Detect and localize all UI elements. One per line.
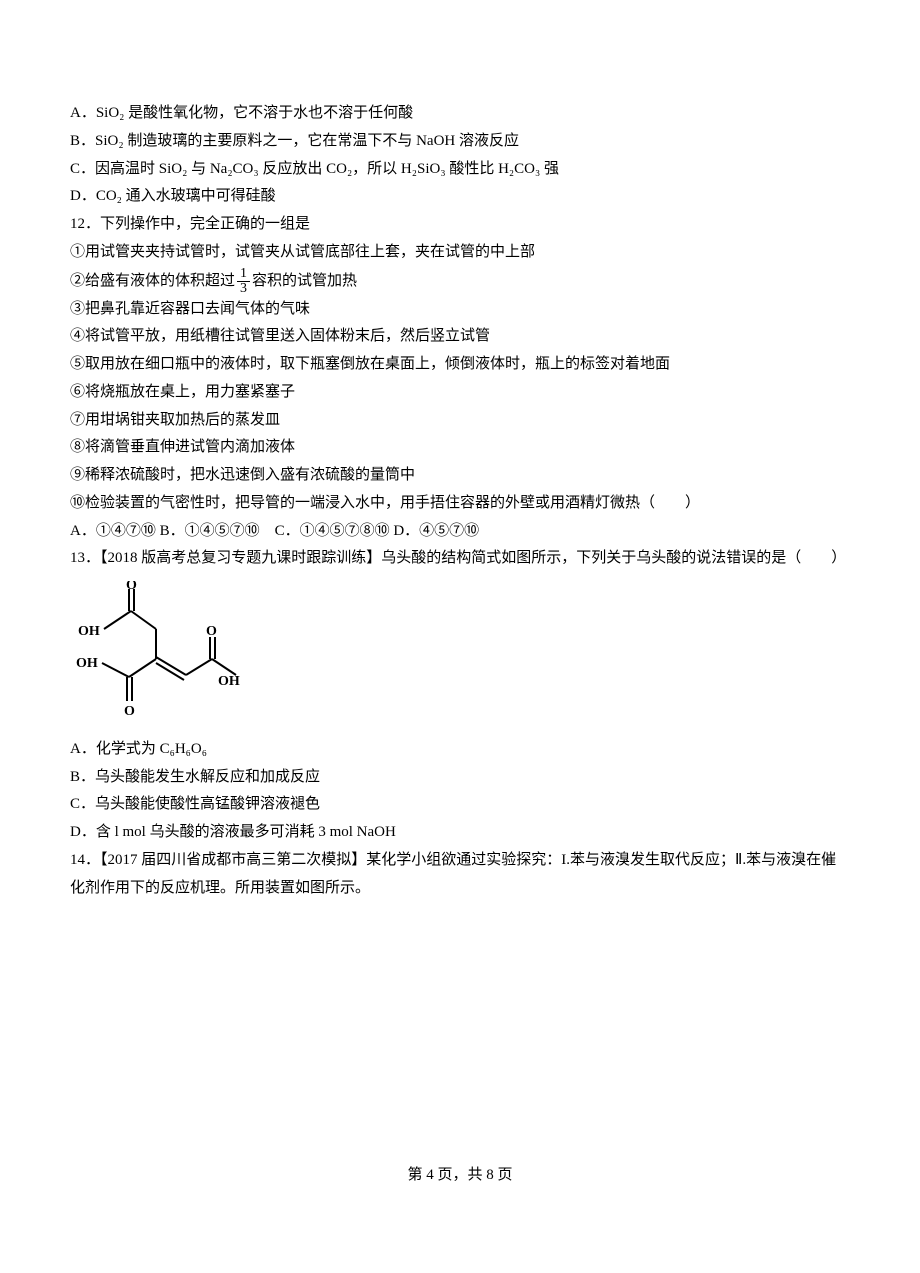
- fraction-numerator: 1: [237, 267, 250, 282]
- page-footer: 第 4 页，共 8 页: [70, 1162, 850, 1190]
- q12-item-8: ⑧将滴管垂直伸进试管内滴加液体: [70, 434, 850, 462]
- q11-option-c: C．因高温时 SiO₂ 与 Na₂CO₃ 反应放出 CO₂，所以 H₂SiO₃ …: [70, 156, 850, 184]
- q12-item-2b: 容积的试管加热: [252, 272, 357, 288]
- q12-item-2: ②给盛有液体的体积超过13容积的试管加热: [70, 267, 850, 296]
- q12-item-3: ③把鼻孔靠近容器口去闻气体的气味: [70, 296, 850, 324]
- o-label-3: O: [206, 624, 217, 639]
- oh-label-3: OH: [218, 674, 240, 689]
- page-content: A．SiO₂ 是酸性氧化物，它不溶于水也不溶于任何酸 B．SiO₂ 制造玻璃的主…: [0, 0, 920, 1230]
- q14-stem: 14．【2017 届四川省成都市高三第二次模拟】某化学小组欲通过实验探究：I.苯…: [70, 847, 850, 903]
- q11-option-a: A．SiO₂ 是酸性氧化物，它不溶于水也不溶于任何酸: [70, 100, 850, 128]
- q13-option-d: D．含 l mol 乌头酸的溶液最多可消耗 3 mol NaOH: [70, 819, 850, 847]
- oh-label-1: OH: [78, 624, 100, 639]
- q12-item-7: ⑦用坩埚钳夹取加热后的蒸发皿: [70, 407, 850, 435]
- oh-label-2: OH: [76, 656, 98, 671]
- fraction-one-third: 13: [237, 267, 250, 296]
- o-label-1: O: [126, 581, 137, 593]
- q11-option-b: B．SiO₂ 制造玻璃的主要原料之一，它在常温下不与 NaOH 溶液反应: [70, 128, 850, 156]
- q12-item-4: ④将试管平放，用纸槽往试管里送入固体粉末后，然后竖立试管: [70, 323, 850, 351]
- fraction-denominator: 3: [237, 282, 250, 296]
- q13-option-c: C．乌头酸能使酸性高锰酸钾溶液褪色: [70, 791, 850, 819]
- q12-stem: 12．下列操作中，完全正确的一组是: [70, 211, 850, 239]
- q12-item-10: ⑩检验装置的气密性时，把导管的一端浸入水中，用手捂住容器的外壁或用酒精灯微热（ …: [70, 490, 850, 518]
- q12-options: A．①④⑦⑩ B．①④⑤⑦⑩ C．①④⑤⑦⑧⑩ D．④⑤⑦⑩: [70, 518, 850, 546]
- q13-option-a: A．化学式为 C₆H₆O₆: [70, 736, 850, 764]
- o-label-2: O: [124, 704, 135, 719]
- q13-option-b: B．乌头酸能发生水解反应和加成反应: [70, 764, 850, 792]
- q12-item-1: ①用试管夹夹持试管时，试管夹从试管底部往上套，夹在试管的中上部: [70, 239, 850, 267]
- q12-item-6: ⑥将烧瓶放在桌上，用力塞紧塞子: [70, 379, 850, 407]
- q12-item-2a: ②给盛有液体的体积超过: [70, 272, 235, 288]
- q12-item-5: ⑤取用放在细口瓶中的液体时，取下瓶塞倒放在桌面上，倾倒液体时，瓶上的标签对着地面: [70, 351, 850, 379]
- aconitic-acid-structure: O OH OH O O OH: [74, 581, 850, 732]
- q13-stem: 13．【2018 版高考总复习专题九课时跟踪训练】乌头酸的结构简式如图所示，下列…: [70, 545, 850, 573]
- q12-item-9: ⑨稀释浓硫酸时，把水迅速倒入盛有浓硫酸的量筒中: [70, 462, 850, 490]
- q11-option-d: D．CO₂ 通入水玻璃中可得硅酸: [70, 183, 850, 211]
